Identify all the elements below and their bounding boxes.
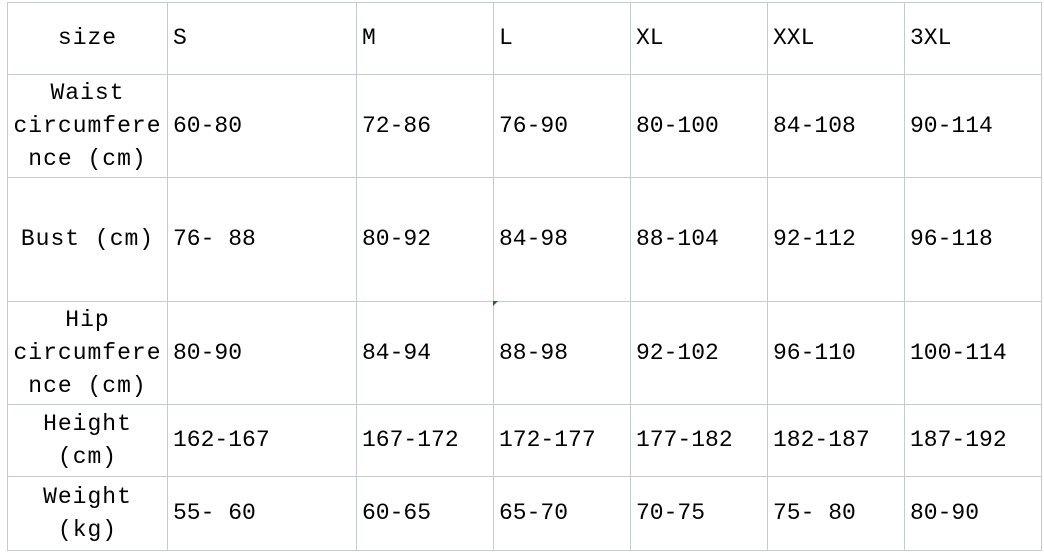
cell[interactable]: 75- 80	[767, 476, 905, 551]
cell[interactable]: 88-98	[493, 301, 631, 405]
cell[interactable]: 80-100	[630, 74, 768, 178]
table-row-weight: Weight (kg) 55- 60 60-65 65-70 70-75 75-…	[7, 476, 1042, 551]
row-label-hip[interactable]: Hip circumfere nce (cm)	[7, 301, 168, 405]
table-row-waist: Waist circumfere nce (cm) 60-80 72-86 76…	[7, 74, 1042, 178]
cell[interactable]: 55- 60	[167, 476, 357, 551]
cell[interactable]: 90-114	[904, 74, 1042, 178]
table-row-hip: Hip circumfere nce (cm) 80-90 84-94 88-9…	[7, 301, 1042, 405]
cell-comment-marker-icon	[493, 301, 498, 306]
cell[interactable]: 76-90	[493, 74, 631, 178]
cell[interactable]: 80-90	[904, 476, 1042, 551]
row-label-weight[interactable]: Weight (kg)	[7, 476, 168, 551]
cell[interactable]: 92-112	[767, 177, 905, 302]
header-size-l[interactable]: L	[493, 2, 631, 75]
cell[interactable]: 84-108	[767, 74, 905, 178]
cell[interactable]: 182-187	[767, 404, 905, 477]
cell[interactable]: 162-167	[167, 404, 357, 477]
cell[interactable]: 65-70	[493, 476, 631, 551]
header-size-xxl[interactable]: XXL	[767, 2, 905, 75]
cell[interactable]: 60-80	[167, 74, 357, 178]
table-row-bust: Bust (cm) 76- 88 80-92 84-98 88-104 92-1…	[7, 177, 1042, 302]
cell[interactable]: 76- 88	[167, 177, 357, 302]
size-chart-table: size S M L XL XXL 3XL Waist circumfere n…	[7, 2, 1042, 551]
cell[interactable]: 72-86	[356, 74, 494, 178]
cell[interactable]: 187-192	[904, 404, 1042, 477]
cell[interactable]: 172-177	[493, 404, 631, 477]
header-size-label[interactable]: size	[7, 2, 168, 75]
row-label-bust[interactable]: Bust (cm)	[7, 177, 168, 302]
cell[interactable]: 80-90	[167, 301, 357, 405]
cell[interactable]: 70-75	[630, 476, 768, 551]
table-row-height: Height (cm) 162-167 167-172 172-177 177-…	[7, 404, 1042, 477]
cell[interactable]: 167-172	[356, 404, 494, 477]
row-label-waist[interactable]: Waist circumfere nce (cm)	[7, 74, 168, 178]
cell[interactable]: 100-114	[904, 301, 1042, 405]
cell[interactable]: 84-94	[356, 301, 494, 405]
cell[interactable]: 96-118	[904, 177, 1042, 302]
header-size-3xl[interactable]: 3XL	[904, 2, 1042, 75]
header-size-m[interactable]: M	[356, 2, 494, 75]
cell[interactable]: 177-182	[630, 404, 768, 477]
cell[interactable]: 84-98	[493, 177, 631, 302]
header-row: size S M L XL XXL 3XL	[7, 2, 1042, 75]
cell[interactable]: 88-104	[630, 177, 768, 302]
header-size-s[interactable]: S	[167, 2, 357, 75]
cell[interactable]: 80-92	[356, 177, 494, 302]
cell[interactable]: 96-110	[767, 301, 905, 405]
cell[interactable]: 60-65	[356, 476, 494, 551]
cell[interactable]: 92-102	[630, 301, 768, 405]
row-label-height[interactable]: Height (cm)	[7, 404, 168, 477]
header-size-xl[interactable]: XL	[630, 2, 768, 75]
